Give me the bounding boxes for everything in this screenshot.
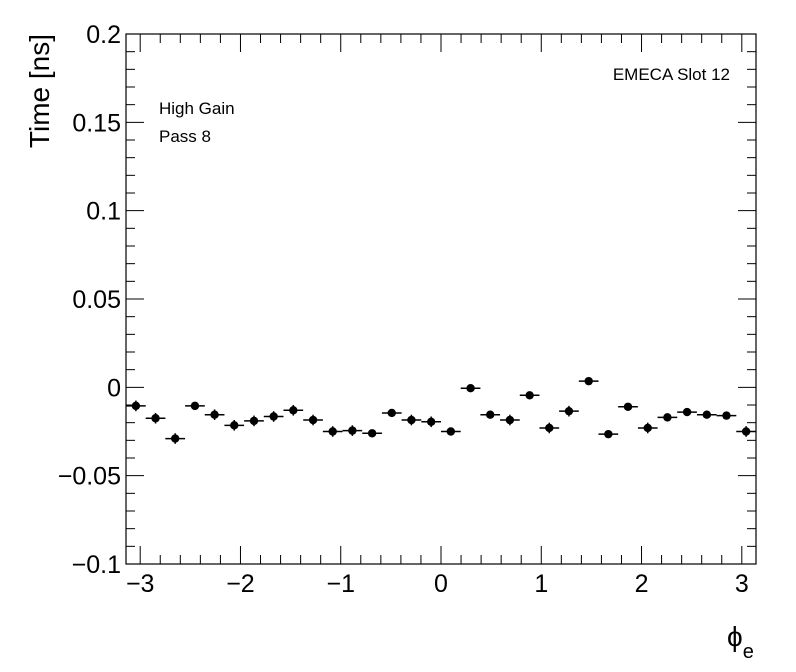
annotation-slot: EMECA Slot 12 [613,65,730,84]
data-point [421,416,442,428]
data-point [480,410,501,419]
data-point [460,384,481,393]
data-point [559,405,579,417]
data-point [145,412,166,424]
x-tick-label: 1 [534,570,548,598]
annotation-pass: Pass 8 [159,127,211,146]
data-point [342,425,363,436]
data-point [283,405,304,416]
data-point [716,411,737,420]
point-marker [486,410,495,419]
point-marker [210,410,219,419]
y-tick-label: 0.1 [86,198,121,226]
point-marker [230,421,239,430]
point-marker [722,411,731,420]
point-marker [328,427,337,436]
data-point [381,408,402,418]
point-marker [170,434,180,443]
point-marker [663,413,672,422]
data-point [598,429,619,439]
x-axis-title: ϕe [727,621,754,663]
data-point [185,401,205,411]
point-marker [466,384,475,393]
point-marker [446,427,456,436]
point-marker [151,414,160,423]
x-tick-label: 2 [635,570,649,598]
data-point [618,402,638,411]
point-marker [269,412,278,421]
y-tick-label: 0.15 [72,109,121,137]
point-marker [564,406,574,416]
point-marker [367,429,377,438]
point-marker [604,429,613,439]
data-point [736,426,756,437]
x-axis-symbol: ϕ [727,621,743,652]
data-point [637,422,658,434]
annotation-gain: High Gain [159,99,235,118]
point-marker [308,415,318,425]
point-marker [249,416,259,426]
data-point [362,429,382,438]
data-point [401,414,422,426]
data-point [500,414,520,426]
y-tick-label: 0.05 [72,286,121,314]
point-marker [623,402,633,411]
point-marker [289,406,298,415]
point-marker [643,423,652,433]
data-point [696,410,717,419]
point-marker [190,401,200,411]
x-tick-label: −3 [126,570,155,598]
point-marker [131,401,141,411]
y-tick-label: 0.2 [86,21,121,49]
point-marker [426,417,436,426]
x-tick-label: 3 [735,570,749,598]
x-tick-label: −1 [326,570,355,598]
axis-ticks [126,33,756,565]
data-point [126,400,146,412]
y-tick-label: −0.05 [58,463,121,491]
point-marker [702,410,712,419]
data-point [322,426,343,437]
data-point [244,415,264,427]
data-point [204,409,225,421]
point-marker [407,415,416,425]
point-marker [505,415,515,425]
data-points [126,376,756,444]
x-tick-label: −2 [226,570,255,598]
data-point [263,411,284,422]
data-point [519,391,540,400]
y-tick-label: −0.1 [72,551,121,579]
data-point [578,376,599,386]
data-point [224,420,245,431]
point-marker [584,376,593,386]
data-point [165,433,186,444]
point-marker [387,408,396,418]
data-point [677,407,697,417]
data-point [539,422,560,434]
point-marker [545,423,554,433]
point-marker [741,427,751,436]
data-point [440,427,461,436]
x-tick-label: 0 [434,570,448,598]
data-point [657,413,678,422]
y-tick-label: 0 [107,374,121,402]
point-marker [682,407,692,417]
x-axis-subscript: e [743,641,754,663]
y-axis-title: Time [ns] [24,34,55,148]
point-marker [348,426,357,435]
tick-labels: −3 −2 −1 0 1 2 3 −0.1 −0.05 0 0.05 0.1 0.15 0.2 [58,21,749,598]
point-marker [525,391,534,400]
data-point [303,414,323,426]
